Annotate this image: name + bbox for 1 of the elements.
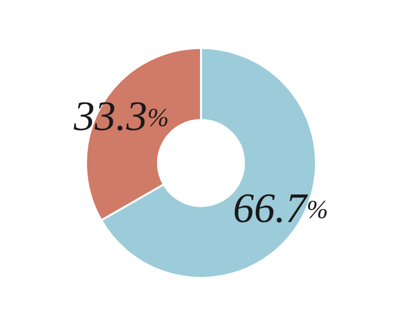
- data-label: 66.7%: [233, 186, 328, 232]
